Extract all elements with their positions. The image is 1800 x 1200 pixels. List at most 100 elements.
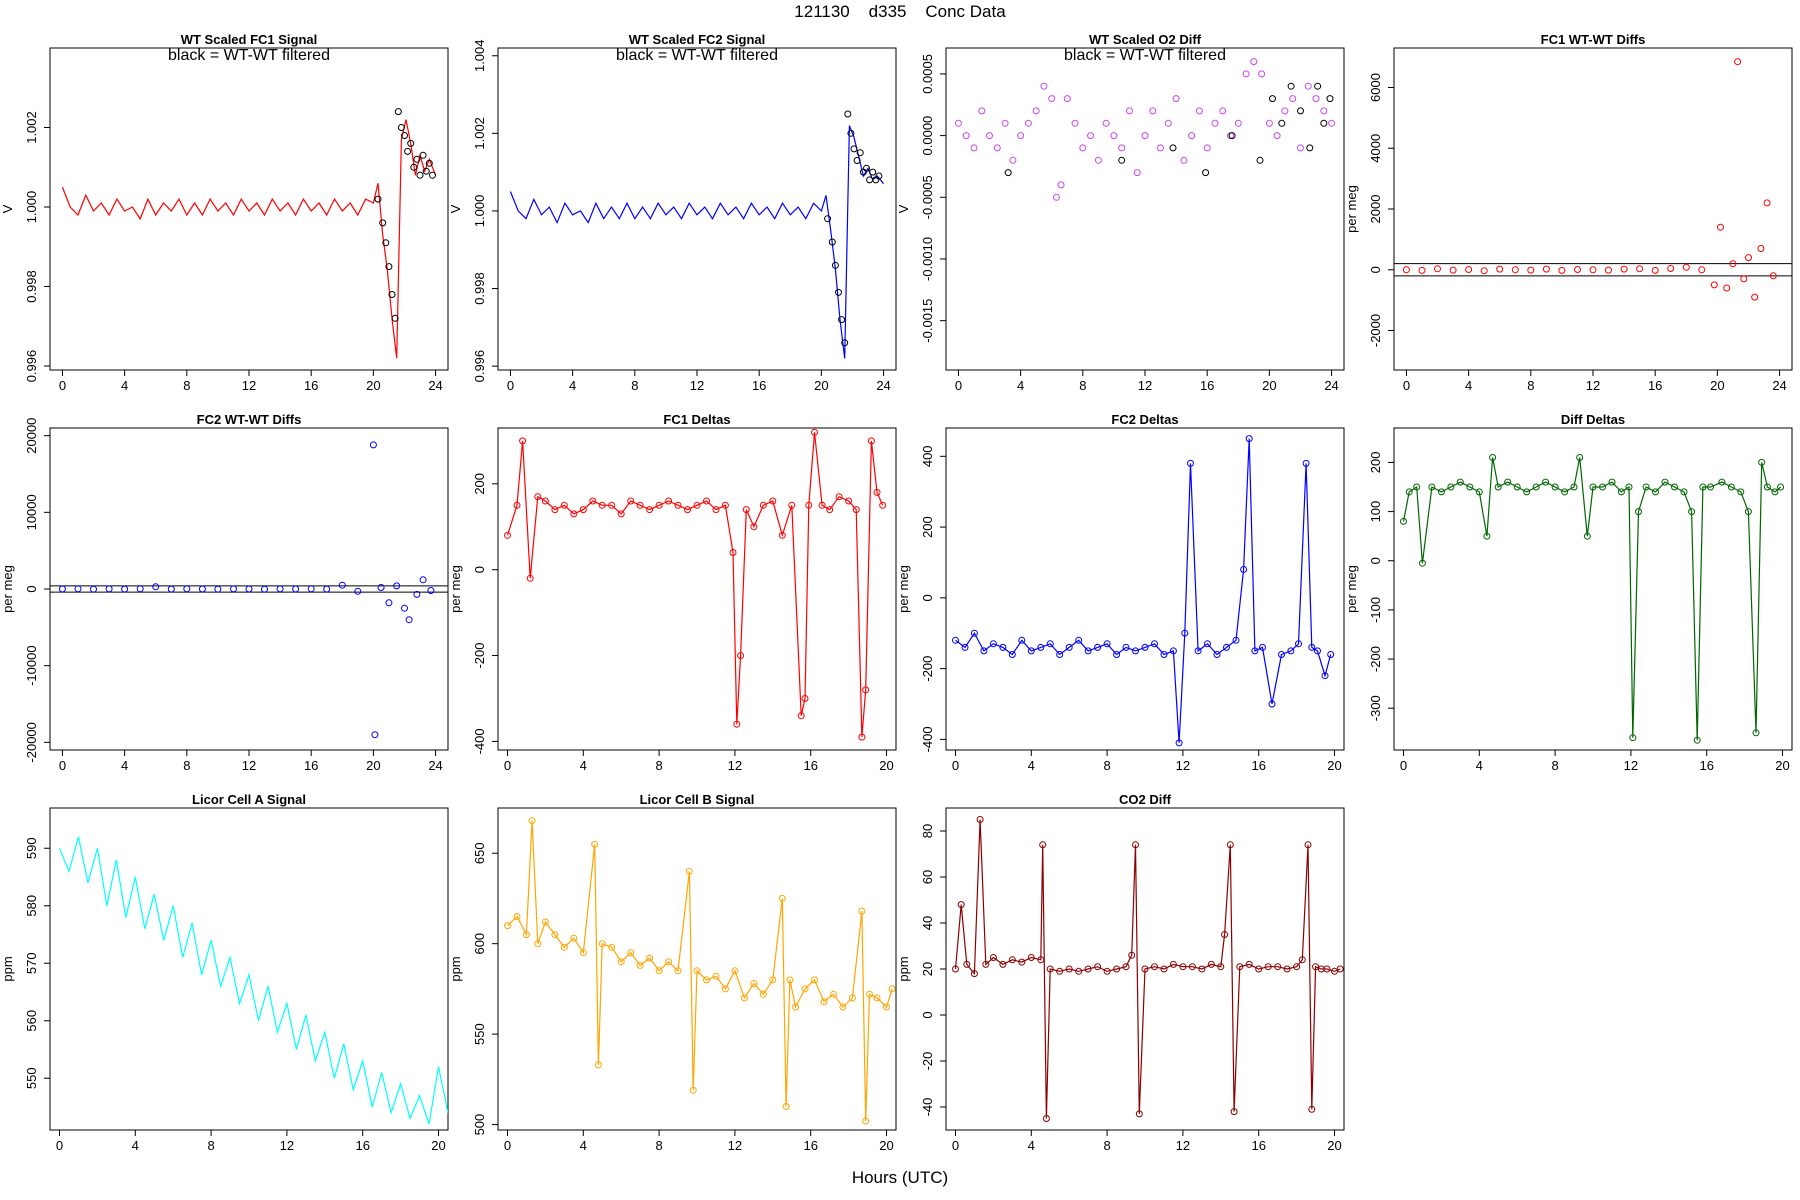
data-point [579,949,587,957]
y-tick-label: -0.0015 [920,299,935,343]
x-tick-label: 4 [1028,1138,1035,1153]
y-tick-label: 80 [920,824,935,838]
data-point [830,990,837,998]
data-point [1734,58,1742,66]
x-tick-label: 8 [655,758,662,773]
y-axis-label: ppm [448,956,463,981]
data-point [1651,266,1659,274]
data-point [1551,483,1559,491]
data-point [377,584,385,591]
data-point [1169,647,1177,655]
data-point [1688,508,1696,516]
data-point [986,132,993,140]
y-tick-label: -2000 [1368,314,1383,347]
data-point [617,958,625,966]
data-point [1480,267,1488,275]
data-point [405,616,413,624]
data-point [1494,483,1502,491]
chart-title: Diff Deltas [1561,412,1625,427]
y-tick-label: 0 [920,594,935,601]
data-point [989,640,997,648]
plot-frame [49,427,449,751]
data-point [1287,647,1295,655]
data-point [1221,931,1229,938]
shared-x-axis-label: Hours (UTC) [851,1168,949,1187]
x-tick-label: 20 [879,758,893,773]
y-tick-label: 560 [24,1010,39,1032]
data-point [750,980,758,987]
data-point [1769,272,1777,280]
data-point [1740,275,1748,283]
data-point [1230,1108,1238,1116]
data-point [1075,636,1083,644]
data-point [1699,483,1707,491]
y-tick-label: 0 [24,585,39,592]
data-point [1523,488,1531,496]
x-tick-label: 12 [1138,378,1152,393]
x-tick-label: 0 [955,378,962,393]
data-point [729,549,737,556]
x-tick-label: 8 [1527,378,1534,393]
data-point [1141,643,1149,651]
x-tick-label: 8 [1103,758,1110,773]
chart-title: WT Scaled FC1 Signal [181,32,318,47]
data-point [952,965,959,973]
data-point [608,501,616,509]
data-point [740,994,748,1002]
chart-panel-10: Licor Cell B Signal ppm 0 4 8 12 16 20 500 550 600… [448,792,897,1153]
data-point [721,985,729,993]
y-tick-label: 200 [1368,452,1383,474]
data-point [962,132,970,140]
data-point [1308,643,1316,651]
data-point [1052,193,1060,201]
y-tick-label: 6000 [1368,73,1383,102]
y-axis-label: ppm [0,956,15,981]
data-point [404,147,412,155]
data-point [1232,636,1240,644]
chart-panel-9: Licor Cell A Signal ppm 0 4 8 12 16 20 550 560 570… [0,792,449,1153]
data-point [1056,651,1064,658]
data-point [1122,963,1130,971]
plot-frame [497,47,897,371]
data-point [1273,132,1281,140]
data-point [952,636,959,644]
data-point [551,506,559,514]
data-point [646,506,654,514]
x-tick-label: 12 [1586,378,1600,393]
data-point [385,263,393,271]
data-point [1234,119,1242,127]
series-line [507,820,893,1122]
data-point [1763,199,1771,207]
data-point [1004,169,1012,177]
y-axis-label: per meg [1344,565,1359,613]
data-point [1763,483,1771,491]
data-point [655,967,663,975]
data-point [1008,956,1016,964]
data-point [1113,965,1121,973]
data-point [873,488,881,496]
plot-area [952,435,1335,747]
plot-frame [497,807,897,1131]
data-point [1048,95,1056,103]
y-axis-label: V [448,204,463,213]
data-point [1729,260,1737,268]
data-point [636,501,644,509]
data-point [1084,647,1092,655]
data-point [427,587,435,594]
data-point [183,585,191,593]
data-point [1133,169,1141,177]
y-tick-label: 500 [472,1114,487,1136]
chart-panel-6: FC1 Deltas per meg 0 4 8 12 16 20 -400 -200 0 200 [448,412,897,773]
data-point [1589,483,1597,491]
data-point [307,585,315,593]
chart-panel-4: FC1 WT-WT Diffs per meg 0 4 8 12 16 20 24 -2000 0 2… [1344,32,1793,393]
data-point [1532,483,1540,491]
data-point [1418,559,1426,567]
data-point [1037,643,1045,651]
data-point [1039,841,1047,849]
y-axis-label: per meg [896,565,911,613]
chart-title: FC1 WT-WT Diffs [1541,32,1646,47]
x-tick-label: 0 [1400,758,1407,773]
data-point [1327,651,1335,658]
data-point [1281,107,1289,115]
